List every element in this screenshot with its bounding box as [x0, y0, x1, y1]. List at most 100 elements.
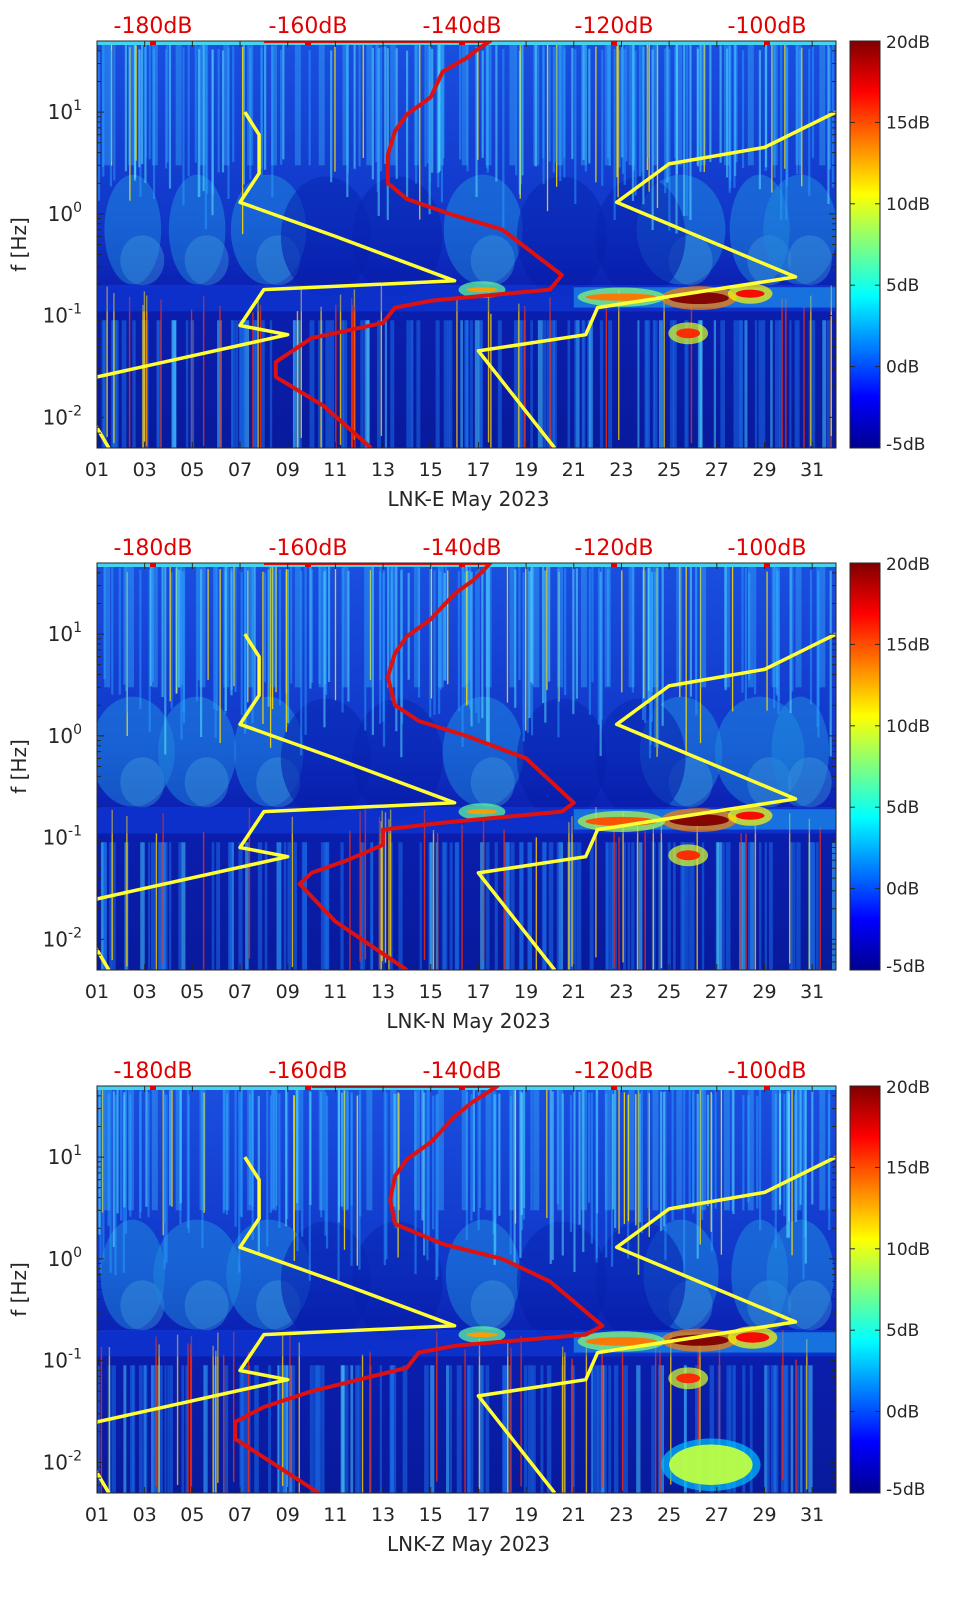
top-db-tick [611, 563, 617, 567]
top-db-label: -140dB [423, 536, 502, 561]
hotspot [585, 1337, 658, 1346]
colorbar-label: 5dB [886, 276, 919, 296]
top-db-tick [764, 563, 770, 567]
colorbar-label: -5dB [886, 1480, 925, 1500]
colorbar-gradient [849, 562, 881, 971]
spectrogram-area [97, 1086, 836, 1493]
x-tick-label: 03 [133, 459, 157, 481]
colorbar: 20dB 15dB 10dB 5dB 0dB -5dB [849, 33, 930, 455]
x-tick-label: 29 [752, 981, 776, 1003]
y-axis-label: f [Hz] [7, 739, 31, 794]
y-tick-label: 100 [48, 200, 82, 226]
panel-lnk-n: 01 03 05 07 09 11 13 15 17 19 21 23 25 27 29 31 LNK-N Ma… [7, 536, 930, 1033]
x-tick-label: 19 [514, 1504, 538, 1526]
hotspot [735, 811, 765, 820]
colorbar-label: -5dB [886, 435, 925, 455]
noise-model-high-line [476, 1155, 836, 1493]
top-db-tick [305, 1086, 311, 1090]
noise-model-high-line [476, 110, 836, 448]
hotspot [466, 287, 498, 293]
x-tick-label: 21 [562, 981, 586, 1003]
x-tick-label: 01 [85, 459, 109, 481]
y-tick-label: 100 [48, 722, 82, 748]
panel-lnk-z: 01 03 05 07 09 11 13 15 17 19 21 23 25 27 29 31 LNK-Z Ma… [7, 1059, 930, 1556]
colorbar-label: 15dB [886, 635, 930, 655]
y-tick-label: 100 [48, 1245, 82, 1271]
x-tick-label: 15 [419, 981, 443, 1003]
top-db-tick [611, 1086, 617, 1090]
x-tick-label: 13 [371, 459, 395, 481]
top-db-tick [764, 1086, 770, 1090]
x-tick-label: 15 [419, 459, 443, 481]
top-db-axis: -180dB -160dB -140dB -120dB -100dB [114, 536, 807, 567]
x-tick-label: 11 [323, 981, 347, 1003]
x-tick-label: 07 [228, 981, 252, 1003]
y-axis: 10-2 10-1 100 101 f [Hz] [7, 562, 836, 971]
top-db-tick [305, 563, 311, 567]
median-psd-line [263, 41, 564, 448]
top-db-label: -180dB [114, 14, 193, 39]
hotspot [676, 328, 701, 339]
colorbar-gradient [849, 40, 881, 449]
x-tick-label: 13 [371, 981, 395, 1003]
y-tick-label: 10-2 [43, 925, 82, 951]
colorbar-gradient [849, 1085, 881, 1494]
y-tick-label: 10-2 [43, 1448, 82, 1474]
x-tick-label: 15 [419, 1504, 443, 1526]
x-tick-label: 27 [705, 1504, 729, 1526]
x-tick-label: 27 [705, 459, 729, 481]
x-axis: 01 03 05 07 09 11 13 15 17 19 21 23 25 27 29 31 LNK-Z Ma… [85, 1086, 824, 1556]
top-db-label: -180dB [114, 536, 193, 561]
colorbar-label: 0dB [886, 1403, 919, 1423]
colorbar-label: 20dB [886, 33, 930, 53]
x-tick-label: 23 [609, 459, 633, 481]
hotspot [676, 1373, 701, 1384]
energy-hotspots [458, 281, 773, 345]
top-db-label: -180dB [114, 1059, 193, 1084]
x-tick-label: 17 [466, 459, 490, 481]
noise-model-low-line [97, 1156, 457, 1493]
top-db-tick [764, 41, 770, 45]
x-tick-label: 07 [228, 459, 252, 481]
colorbar-label: 10dB [886, 717, 930, 737]
x-tick-label: 07 [228, 1504, 252, 1526]
top-db-label: -160dB [269, 14, 348, 39]
x-tick-label: 21 [562, 1504, 586, 1526]
hotspot [466, 809, 498, 815]
x-tick-label: 31 [800, 1504, 824, 1526]
x-tick-label: 25 [657, 1504, 681, 1526]
panel-lnk-e: 01 03 05 07 09 11 13 15 17 19 21 23 25 27 29 31 LNK-E Ma… [7, 14, 930, 511]
x-tick-label: 19 [514, 459, 538, 481]
top-db-tick [459, 563, 465, 567]
colorbar: 20dB 15dB 10dB 5dB 0dB -5dB [849, 1078, 930, 1500]
x-tick-label: 03 [133, 981, 157, 1003]
spectrogram-area [97, 563, 836, 970]
colorbar-label: 0dB [886, 880, 919, 900]
median-psd-line [233, 1086, 605, 1493]
x-tick-label: 19 [514, 981, 538, 1003]
noise-model-low-line [97, 111, 457, 448]
colorbar-label: 10dB [886, 195, 930, 215]
top-db-label: -160dB [269, 536, 348, 561]
top-db-label: -100dB [728, 536, 807, 561]
colorbar-label: 10dB [886, 1240, 930, 1260]
x-tick-label: 25 [657, 981, 681, 1003]
x-axis-label: LNK-E May 2023 [388, 487, 550, 511]
hotspot [735, 289, 765, 298]
y-tick-label: 101 [48, 98, 82, 124]
noise-model-high-line [476, 632, 836, 970]
top-db-label: -120dB [575, 14, 654, 39]
x-tick-label: 01 [85, 1504, 109, 1526]
colorbar-label: -5dB [886, 957, 925, 977]
x-tick-label: 05 [180, 459, 204, 481]
top-db-tick [150, 41, 156, 45]
x-tick-label: 23 [609, 1504, 633, 1526]
colorbar: 20dB 15dB 10dB 5dB 0dB -5dB [849, 555, 930, 977]
hotspot [669, 1444, 753, 1485]
low-frequency-columns [101, 285, 833, 448]
x-axis: 01 03 05 07 09 11 13 15 17 19 21 23 25 27 29 31 LNK-E Ma… [85, 41, 824, 511]
x-tick-label: 21 [562, 459, 586, 481]
hotspot [585, 293, 658, 301]
x-tick-label: 27 [705, 981, 729, 1003]
x-tick-label: 31 [800, 459, 824, 481]
